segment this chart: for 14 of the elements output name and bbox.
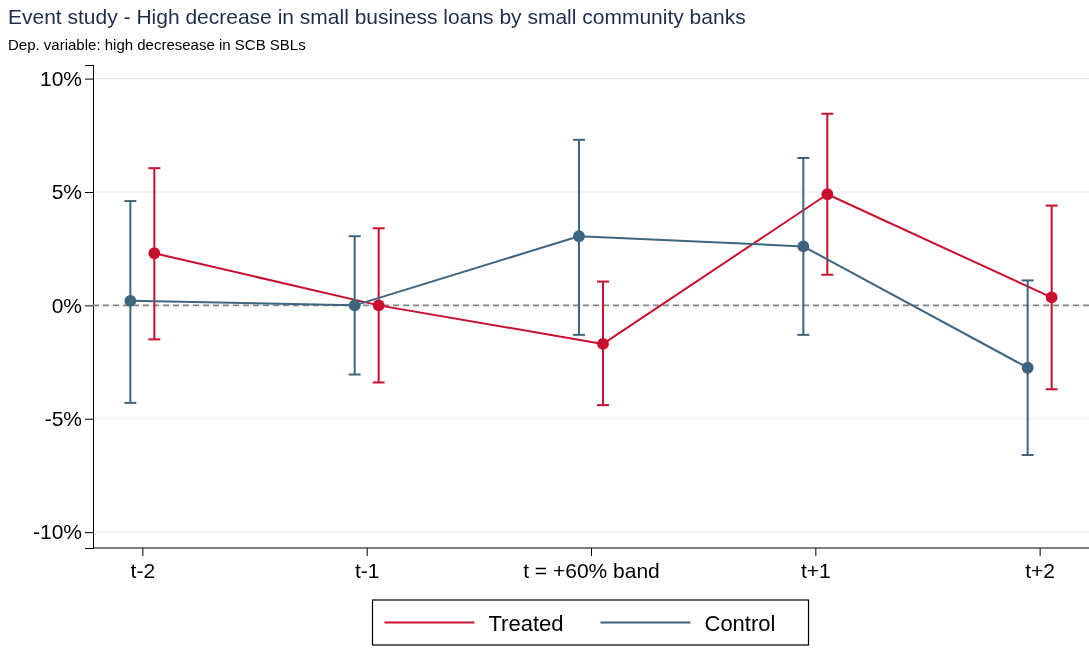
legend-label: Control bbox=[704, 610, 776, 636]
y-tick-label: -5% bbox=[44, 406, 82, 430]
y-tick-label: 0% bbox=[51, 293, 82, 317]
y-tick-label: 10% bbox=[39, 66, 82, 90]
chart-title: Event study - High decrease in small business loans by small community banks bbox=[8, 5, 746, 28]
y-tick-label: -10% bbox=[32, 520, 82, 544]
chart-subtitle: Dep. variable: high decresease in SCB SBLs bbox=[8, 36, 306, 53]
x-tick-label: t+2 bbox=[1025, 558, 1056, 582]
y-tick-label: 5% bbox=[51, 180, 82, 204]
legend-label: Treated bbox=[488, 610, 564, 636]
x-tick-label: t = +60% band bbox=[523, 558, 660, 582]
x-tick-label: t+1 bbox=[800, 558, 831, 582]
x-tick-label: t-2 bbox=[130, 558, 156, 582]
x-tick-label: t-1 bbox=[354, 558, 380, 582]
